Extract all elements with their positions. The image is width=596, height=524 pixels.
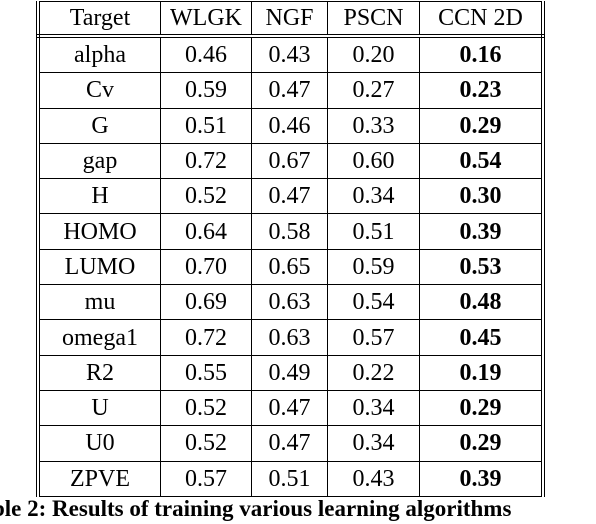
cell-ccn-2d: 0.45 (419, 319, 545, 356)
cell-pscn: 0.59 (327, 248, 420, 286)
cell-wlgk: 0.70 (160, 248, 252, 286)
cell-ngf: 0.47 (251, 178, 328, 215)
cell-ngf: 0.46 (251, 107, 328, 144)
cell-target: omega1 (36, 319, 161, 356)
table-row: U0 0.52 0.47 0.34 0.29 (36, 425, 545, 462)
cell-ngf: 0.49 (251, 354, 328, 391)
cell-ccn-2d: 0.39 (419, 213, 545, 250)
cell-pscn: 0.51 (327, 213, 420, 250)
cell-ngf: 0.63 (251, 319, 328, 356)
cell-ccn-2d: 0.54 (419, 142, 545, 180)
table-row: gap 0.72 0.67 0.60 0.54 (36, 142, 545, 180)
cell-ccn-2d: 0.30 (419, 178, 545, 215)
table-row: HOMO 0.64 0.58 0.51 0.39 (36, 213, 545, 250)
table-row: R2 0.55 0.49 0.22 0.19 (36, 354, 545, 391)
cell-ccn-2d: 0.16 (419, 35, 545, 74)
cell-pscn: 0.22 (327, 354, 420, 391)
cell-ccn-2d: 0.23 (419, 72, 545, 109)
cell-wlgk: 0.72 (160, 142, 252, 180)
table-row: ZPVE 0.57 0.51 0.43 0.39 (36, 460, 545, 497)
cell-target: alpha (36, 35, 161, 74)
cell-ccn-2d: 0.48 (419, 284, 545, 321)
table-row: G 0.51 0.46 0.33 0.29 (36, 107, 545, 144)
cell-target: G (36, 107, 161, 144)
cell-pscn: 0.20 (327, 35, 420, 74)
cell-wlgk: 0.69 (160, 284, 252, 321)
table-row: U 0.52 0.47 0.34 0.29 (36, 389, 545, 427)
cell-ccn-2d: 0.53 (419, 248, 545, 286)
cell-ngf: 0.65 (251, 248, 328, 286)
table-row: alpha 0.46 0.43 0.20 0.16 (36, 35, 545, 74)
cell-pscn: 0.34 (327, 389, 420, 427)
cell-wlgk: 0.52 (160, 389, 252, 427)
cell-target: U0 (36, 425, 161, 462)
cell-ngf: 0.67 (251, 142, 328, 180)
cell-wlgk: 0.59 (160, 72, 252, 109)
cell-ngf: 0.47 (251, 389, 328, 427)
table-body: alpha 0.46 0.43 0.20 0.16 Cv 0.59 0.47 0.27 0.23 G… (36, 35, 545, 497)
table-row: mu 0.69 0.63 0.54 0.48 (36, 284, 545, 321)
cell-target: ZPVE (36, 460, 161, 497)
cell-pscn: 0.57 (327, 319, 420, 356)
cell-target: mu (36, 284, 161, 321)
cell-pscn: 0.34 (327, 178, 420, 215)
table-caption: ble 2: Results of training various learn… (0, 496, 512, 521)
cell-ngf: 0.47 (251, 72, 328, 109)
cell-wlgk: 0.46 (160, 35, 252, 74)
results-table: Target WLGK NGF PSCN CCN 2D alpha 0.46 0.4… (36, 1, 545, 497)
cell-target: H (36, 178, 161, 215)
cell-pscn: 0.54 (327, 284, 420, 321)
cell-wlgk: 0.51 (160, 107, 252, 144)
cell-ccn-2d: 0.39 (419, 460, 545, 497)
cell-wlgk: 0.55 (160, 354, 252, 391)
cell-target: gap (36, 142, 161, 180)
cell-target: HOMO (36, 213, 161, 250)
cell-ngf: 0.43 (251, 35, 328, 74)
cell-ccn-2d: 0.19 (419, 354, 545, 391)
cell-pscn: 0.33 (327, 107, 420, 144)
column-header-wlgk: WLGK (160, 1, 252, 38)
cell-pscn: 0.60 (327, 142, 420, 180)
cell-ngf: 0.51 (251, 460, 328, 497)
table-row: omega1 0.72 0.63 0.57 0.45 (36, 319, 545, 356)
cell-pscn: 0.34 (327, 425, 420, 462)
cell-ccn-2d: 0.29 (419, 107, 545, 144)
cell-target: U (36, 389, 161, 427)
table-header-row: Target WLGK NGF PSCN CCN 2D (36, 1, 545, 38)
column-header-ccn-2d: CCN 2D (419, 1, 545, 38)
table-row: H 0.52 0.47 0.34 0.30 (36, 178, 545, 215)
cell-target: Cv (36, 72, 161, 109)
cell-ccn-2d: 0.29 (419, 389, 545, 427)
column-header-ngf: NGF (251, 1, 328, 38)
cell-wlgk: 0.64 (160, 213, 252, 250)
cell-target: LUMO (36, 248, 161, 286)
cell-wlgk: 0.72 (160, 319, 252, 356)
cell-ngf: 0.63 (251, 284, 328, 321)
cell-wlgk: 0.52 (160, 178, 252, 215)
cell-ccn-2d: 0.29 (419, 425, 545, 462)
cell-pscn: 0.43 (327, 460, 420, 497)
cell-ngf: 0.47 (251, 425, 328, 462)
table-row: Cv 0.59 0.47 0.27 0.23 (36, 72, 545, 109)
cell-target: R2 (36, 354, 161, 391)
cell-pscn: 0.27 (327, 72, 420, 109)
cell-wlgk: 0.52 (160, 425, 252, 462)
column-header-target: Target (36, 1, 161, 38)
table-row: LUMO 0.70 0.65 0.59 0.53 (36, 248, 545, 286)
cell-ngf: 0.58 (251, 213, 328, 250)
cell-wlgk: 0.57 (160, 460, 252, 497)
column-header-pscn: PSCN (327, 1, 420, 38)
